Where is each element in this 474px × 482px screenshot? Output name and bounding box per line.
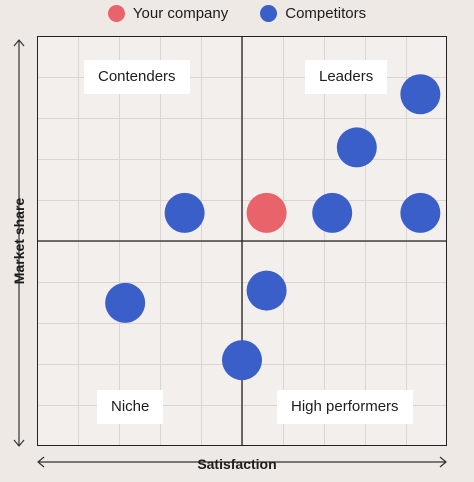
legend-swatch-competitors	[260, 4, 278, 22]
quadrant-label-contenders: Contenders	[84, 60, 190, 94]
quadrant-label-leaders: Leaders	[305, 60, 388, 94]
legend-swatch-your-company	[107, 4, 125, 22]
data-points	[105, 74, 441, 381]
legend-label-your-company: Your company	[132, 4, 229, 22]
point-competitors-4	[400, 192, 441, 233]
quadrant-label-high-performers: High performers	[277, 390, 413, 424]
point-competitors-7	[105, 282, 146, 323]
point-competitors-5	[164, 192, 205, 233]
x-axis-arrow	[37, 456, 447, 468]
quadrant-label-niche: Niche	[97, 390, 164, 424]
point-competitors-1	[400, 74, 441, 115]
point-competitors-2	[336, 127, 377, 168]
y-axis-label: Market share	[11, 197, 27, 285]
y-axis-arrow	[13, 39, 25, 447]
point-competitors-3	[312, 192, 353, 233]
point-your-company-1	[246, 192, 287, 233]
x-axis-label: Satisfaction	[197, 456, 277, 472]
legend-item-competitors: Competitors	[260, 4, 367, 22]
legend-label-competitors: Competitors	[285, 4, 367, 22]
legend-item-your-company: Your company	[107, 4, 229, 22]
point-competitors-6	[246, 270, 287, 311]
legend: Your company Competitors	[0, 2, 474, 24]
point-competitors-8	[222, 340, 262, 381]
